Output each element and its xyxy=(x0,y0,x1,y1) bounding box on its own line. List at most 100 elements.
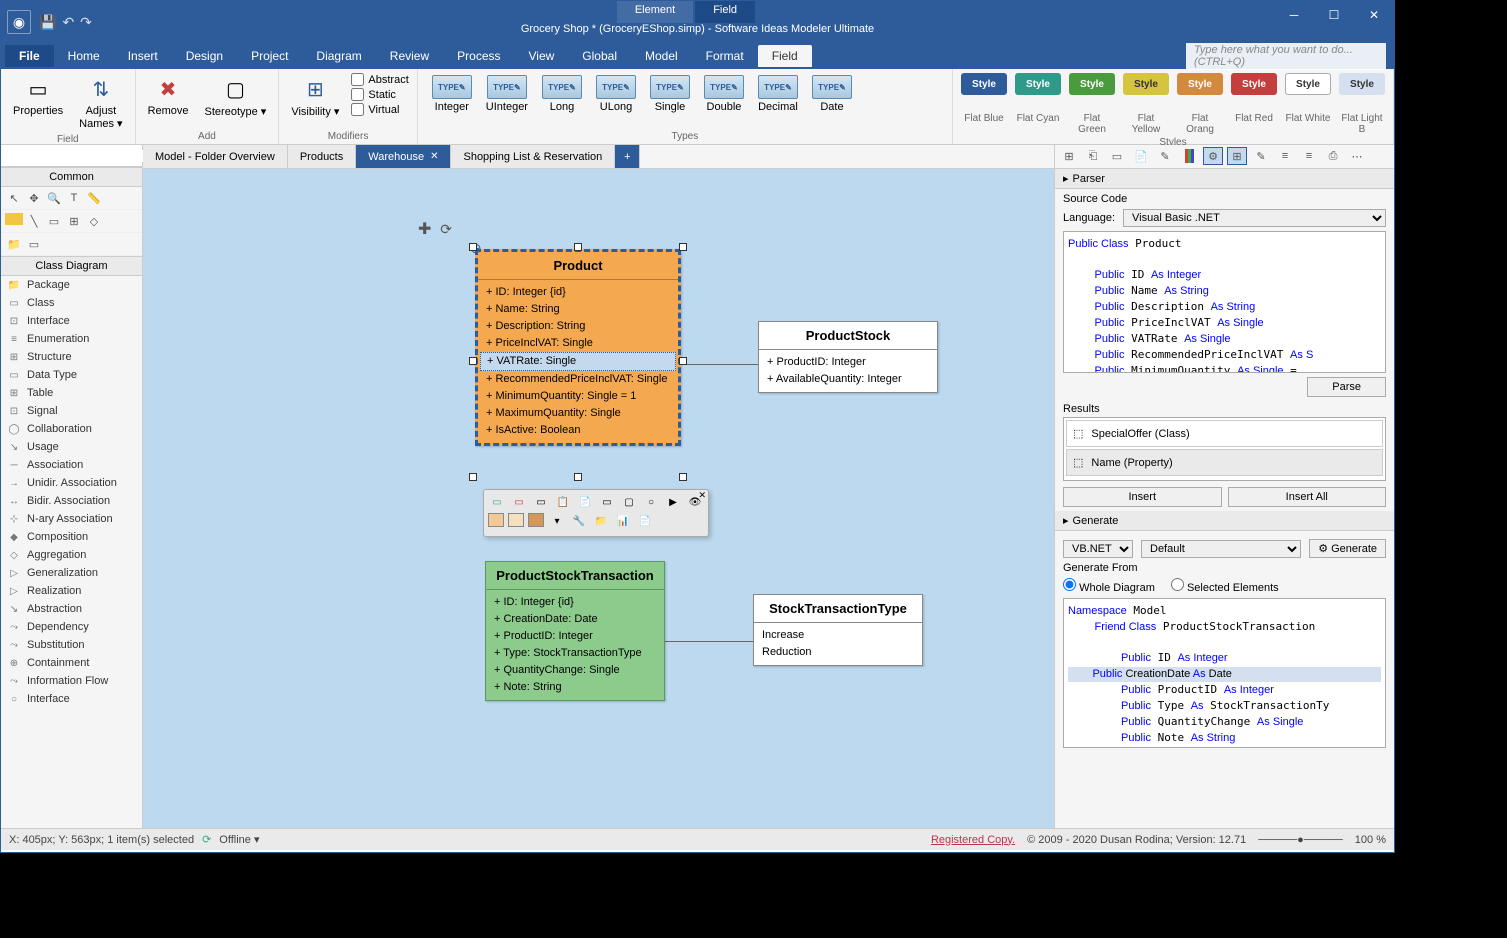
ft-btn[interactable]: ▢ xyxy=(620,494,638,510)
toolbox-interface[interactable]: ⊡Interface xyxy=(1,312,142,330)
type-double[interactable]: TYPE✎Double xyxy=(698,73,750,115)
uml-attribute[interactable]: + RecommendedPriceInclVAT: Single xyxy=(486,371,670,388)
grid-tool[interactable]: ⊞ xyxy=(65,213,83,229)
rp-tool-icon[interactable]: ▭ xyxy=(1107,147,1127,165)
toolbox-composition[interactable]: ◆Composition xyxy=(1,528,142,546)
color-swatch[interactable] xyxy=(528,513,544,527)
menu-global[interactable]: Global xyxy=(568,45,631,67)
uml-attribute[interactable]: Reduction xyxy=(762,644,914,661)
toolbox-signal[interactable]: ⊡Signal xyxy=(1,402,142,420)
ft-btn[interactable]: 📄 xyxy=(636,513,654,529)
toolbox-search[interactable] xyxy=(5,150,147,162)
class-transaction[interactable]: ProductStockTransaction + ID: Integer {i… xyxy=(485,561,665,701)
uml-attribute[interactable]: + MaximumQuantity: Single xyxy=(486,405,670,422)
whole-diagram-radio[interactable]: Whole Diagram xyxy=(1063,578,1155,594)
menu-process[interactable]: Process xyxy=(443,45,514,67)
uml-attribute[interactable]: + ID: Integer {id} xyxy=(494,594,656,611)
toolbox-common-header[interactable]: Common xyxy=(1,167,142,187)
menu-review[interactable]: Review xyxy=(376,45,443,67)
uml-attribute[interactable]: + MinimumQuantity: Single = 1 xyxy=(486,388,670,405)
toolbox-bidir--association[interactable]: ↔Bidir. Association xyxy=(1,492,142,510)
type-uinteger[interactable]: TYPE✎UInteger xyxy=(480,73,534,115)
ft-btn[interactable]: 🔧 xyxy=(570,513,588,529)
toolbox-information-flow[interactable]: ⤳Information Flow xyxy=(1,672,142,690)
text-tool[interactable]: T xyxy=(65,190,83,206)
toolbox-abstraction[interactable]: ↘Abstraction xyxy=(1,600,142,618)
menu-file[interactable]: File xyxy=(5,45,54,67)
rp-tool-icon[interactable]: ⊞ xyxy=(1059,147,1079,165)
abstract-checkbox[interactable]: Abstract xyxy=(351,73,408,86)
toolbox-data-type[interactable]: ▭Data Type xyxy=(1,366,142,384)
menu-home[interactable]: Home xyxy=(54,45,114,67)
remove-button[interactable]: ✖Remove xyxy=(144,73,193,119)
ft-btn[interactable]: 📋 xyxy=(554,494,572,510)
color-swatch[interactable] xyxy=(508,513,524,527)
class-productstock[interactable]: ProductStock + ProductID: Integer+ Avail… xyxy=(758,321,938,393)
selected-elements-radio[interactable]: Selected Elements xyxy=(1171,578,1279,594)
qat-redo-icon[interactable]: ↷ xyxy=(80,14,92,31)
menu-format[interactable]: Format xyxy=(692,45,758,67)
toolbox-structure[interactable]: ⊞Structure xyxy=(1,348,142,366)
result-item[interactable]: ⬚SpecialOffer (Class) xyxy=(1066,420,1383,447)
move-tool[interactable]: ✥ xyxy=(25,190,43,206)
uml-attribute[interactable]: + ProductID: Integer xyxy=(767,354,929,371)
rp-tool-icon[interactable]: ✎ xyxy=(1155,147,1175,165)
ft-btn[interactable]: 📄 xyxy=(576,494,594,510)
type-integer[interactable]: TYPE✎Integer xyxy=(426,73,478,115)
menu-diagram[interactable]: Diagram xyxy=(302,45,375,67)
toolbox-n-ary-association[interactable]: ⊹N-ary Association xyxy=(1,510,142,528)
folder-tool[interactable]: 📁 xyxy=(5,236,23,252)
menu-view[interactable]: View xyxy=(515,45,569,67)
ft-btn[interactable]: ▶ xyxy=(664,494,682,510)
generate-code[interactable]: Namespace Model Friend Class ProductStoc… xyxy=(1063,598,1386,748)
ruler-tool[interactable]: 📏 xyxy=(85,190,103,206)
ft-btn[interactable]: 📊 xyxy=(614,513,632,529)
uml-attribute[interactable]: + ProductID: Integer xyxy=(494,628,656,645)
style-flat-light-b[interactable]: Style xyxy=(1339,73,1385,95)
stereotype-button[interactable]: ▢Stereotype ▾ xyxy=(201,73,271,120)
toolbox-aggregation[interactable]: ◇Aggregation xyxy=(1,546,142,564)
toolbox-generalization[interactable]: ▷Generalization xyxy=(1,564,142,582)
zoom-tool[interactable]: 🔍 xyxy=(45,190,63,206)
generate-button[interactable]: ⚙ Generate xyxy=(1309,539,1386,558)
menu-field[interactable]: Field xyxy=(758,45,812,67)
uml-attribute[interactable]: + VATRate: Single xyxy=(480,352,676,371)
app-logo[interactable]: ◉ xyxy=(7,10,31,34)
static-checkbox[interactable]: Static xyxy=(351,88,408,101)
ft-btn[interactable]: ▭ xyxy=(532,494,550,510)
connector-line[interactable] xyxy=(665,641,753,642)
menu-insert[interactable]: Insert xyxy=(114,45,172,67)
maximize-button[interactable]: ☐ xyxy=(1314,1,1354,29)
type-date[interactable]: TYPE✎Date xyxy=(806,73,858,115)
toolbox-package[interactable]: 📁Package xyxy=(1,276,142,294)
ft-btn[interactable]: ▾ xyxy=(548,513,566,529)
toolbox-dependency[interactable]: ⤳Dependency xyxy=(1,618,142,636)
rp-tool-gear-icon[interactable]: ⚙ xyxy=(1203,147,1223,165)
rp-tool-icon[interactable]: 📄 xyxy=(1131,147,1151,165)
ft-btn[interactable]: ▭ xyxy=(598,494,616,510)
uml-attribute[interactable]: Increase xyxy=(762,627,914,644)
gen-template-select[interactable]: Default xyxy=(1141,540,1301,558)
parser-header[interactable]: ▸Parser xyxy=(1055,169,1394,189)
uml-attribute[interactable]: + ID: Integer {id} xyxy=(486,284,670,301)
shape-tool[interactable]: ◇ xyxy=(85,213,103,229)
pointer-tool[interactable]: ↖ xyxy=(5,190,23,206)
rp-tool-icon[interactable]: ✎ xyxy=(1251,147,1271,165)
type-long[interactable]: TYPE✎Long xyxy=(536,73,588,115)
uml-attribute[interactable]: + CreationDate: Date xyxy=(494,611,656,628)
qat-undo-icon[interactable]: ↶ xyxy=(62,14,74,31)
ft-btn[interactable]: 📁 xyxy=(592,513,610,529)
uml-attribute[interactable]: + PriceInclVAT: Single xyxy=(486,335,670,352)
parser-code[interactable]: Public Class Product Public ID As Intege… xyxy=(1063,231,1386,373)
uml-attribute[interactable]: + AvailableQuantity: Integer xyxy=(767,371,929,388)
ft-btn[interactable]: ○ xyxy=(642,494,660,510)
zoom-level[interactable]: 100 % xyxy=(1355,834,1386,846)
ft-btn[interactable]: ▭ xyxy=(488,494,506,510)
style-flat-white[interactable]: Style xyxy=(1285,73,1331,95)
style-flat-green[interactable]: Style xyxy=(1069,73,1115,95)
ft-btn[interactable]: ▭ xyxy=(510,494,528,510)
minimize-button[interactable]: ─ xyxy=(1274,1,1314,29)
color-swatch[interactable] xyxy=(488,513,504,527)
menu-project[interactable]: Project xyxy=(237,45,302,67)
diagram-canvas[interactable]: ✚ ⟳ ⊕ Product + ID: Integer {id}+ Name: … xyxy=(143,169,1054,828)
